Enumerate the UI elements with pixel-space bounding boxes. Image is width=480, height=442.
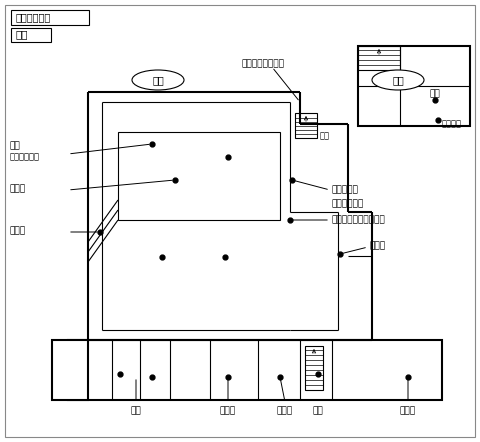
Ellipse shape <box>372 70 424 90</box>
Bar <box>11 10 89 25</box>
Bar <box>11 28 51 42</box>
Ellipse shape <box>132 70 184 90</box>
Text: 橋懸り: 橋懸り <box>10 226 26 236</box>
Text: 見所: 見所 <box>10 141 21 150</box>
Text: 楽屋: 楽屋 <box>131 406 142 415</box>
Text: 階段: 階段 <box>312 406 324 415</box>
Text: 館内のご案内: 館内のご案内 <box>16 12 51 22</box>
Text: 通用口: 通用口 <box>370 241 386 251</box>
Bar <box>358 46 400 70</box>
Bar <box>52 340 88 400</box>
Text: 本館: 本館 <box>16 29 28 39</box>
Bar <box>118 132 280 220</box>
Bar <box>68 340 442 400</box>
Text: 展示コーナー: 展示コーナー <box>332 199 364 209</box>
Text: 同時通訳・録画室: 同時通訳・録画室 <box>242 60 285 69</box>
Text: 本舞台: 本舞台 <box>10 184 26 194</box>
Text: １階: １階 <box>152 75 164 85</box>
Text: 舞台: 舞台 <box>430 89 440 98</box>
Bar <box>358 46 470 126</box>
Text: 図書・ビデオコーナー: 図書・ビデオコーナー <box>332 216 386 225</box>
Text: 事務室: 事務室 <box>277 406 293 415</box>
Text: 鏡の間: 鏡の間 <box>220 406 236 415</box>
Text: （けんしょ）: （けんしょ） <box>10 152 40 161</box>
Text: 階段: 階段 <box>320 132 330 141</box>
Text: ２階: ２階 <box>392 75 404 85</box>
Text: 正面出入口: 正面出入口 <box>332 186 359 194</box>
Bar <box>295 113 317 138</box>
Bar <box>305 346 323 390</box>
Text: 第二舞台: 第二舞台 <box>442 119 462 129</box>
Text: 休憩室: 休憩室 <box>400 406 416 415</box>
